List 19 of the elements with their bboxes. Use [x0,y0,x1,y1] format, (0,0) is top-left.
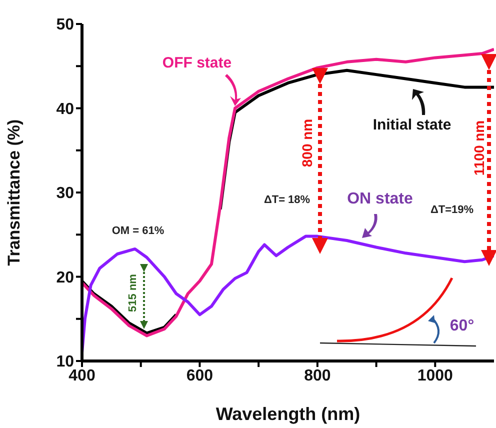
annotation: 1100 nm [471,120,487,176]
text: ON state [347,190,413,208]
y-tick-label: 30 [56,185,74,202]
y-tick-label: 50 [56,16,74,34]
annotation: ΔT= 18% [264,194,310,206]
text: Initial state [372,116,452,134]
x-tick-label: 1000 [417,367,454,384]
annotation: 800 nm [299,118,315,168]
annotation: OM = 61% [112,225,164,237]
text: OFF state [162,54,232,72]
x-tick-label: 800 [304,367,331,384]
annotation: ΔT=19% [430,204,474,216]
x-axis-title: Wavelength (nm) [216,404,360,424]
annotation: 60° [450,318,474,334]
x-tick-label: 600 [186,367,214,384]
annotation: 515 nm [127,274,139,312]
y-axis-title: Transmittance (%) [4,119,24,266]
y-tick-label: 40 [56,100,74,118]
y-tick-label: 20 [56,269,74,286]
